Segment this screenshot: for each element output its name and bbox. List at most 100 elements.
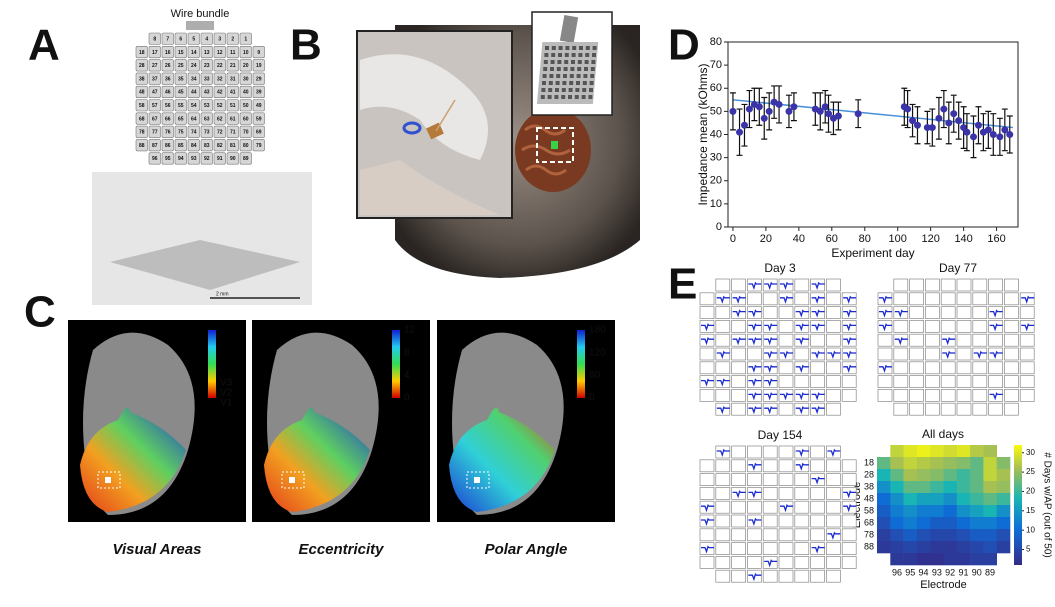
electrode-number: 22: [217, 63, 223, 69]
channel-box: [925, 292, 940, 306]
heatmap-cell: [996, 517, 1011, 530]
heatmap-cell: [877, 529, 891, 542]
channel-box: [699, 361, 715, 375]
inset-electrode: [584, 67, 588, 71]
electrode-cell: [239, 125, 252, 138]
electrode-number: 59: [256, 116, 262, 122]
data-point: [740, 121, 748, 129]
heatmap-cell: [996, 541, 1011, 554]
channel-box: [778, 333, 794, 347]
electrode-cell: [161, 45, 174, 59]
channel-box: [731, 389, 746, 402]
waveform: [748, 378, 762, 387]
panel-letter: C: [24, 288, 56, 337]
colorbar-label: # Days w/AP (out of 50): [1041, 452, 1052, 557]
heatmap-cell: [983, 457, 997, 470]
inset-electrode: [569, 74, 574, 78]
channel-box: [972, 402, 988, 416]
electrode-number: 19: [256, 63, 262, 69]
channel-box: [972, 292, 988, 306]
electrode-number: 50: [243, 103, 249, 109]
inset-electrode: [574, 95, 579, 99]
waveform: [942, 336, 956, 346]
heatmap-cell: [970, 505, 984, 518]
brain-map: 180 120 60 0: [437, 320, 615, 522]
y-tick-label: 80: [710, 36, 722, 48]
channel-box: [877, 375, 893, 388]
heatmap-cell: [956, 505, 971, 518]
heatmap-cell: [903, 469, 918, 482]
waveform: [1021, 323, 1035, 332]
heatmap-cell: [930, 529, 944, 542]
inset-electrode: [592, 53, 596, 57]
electrode-cell: [239, 152, 252, 165]
channel-box: [778, 445, 794, 459]
electrode-cell: [135, 139, 148, 152]
electrode-cell: [174, 99, 187, 112]
channel-box: [731, 542, 746, 555]
heatmap-cell: [943, 481, 958, 494]
waveform: [989, 309, 1003, 318]
y-tick-label: 20: [710, 175, 722, 187]
electrode-number: 42: [217, 90, 223, 96]
waveform: [748, 336, 762, 346]
heatmap-cell: [903, 481, 918, 494]
inset-electrode: [545, 46, 549, 50]
electrode-cell: [226, 112, 239, 125]
channel-box: [877, 389, 893, 402]
y-axis-label: Impedance mean (kOhms): [696, 63, 710, 205]
electrode-number: 18: [139, 50, 145, 56]
electrode-cell: [161, 152, 174, 165]
channel-box: [877, 347, 893, 361]
inset-electrode: [548, 88, 553, 92]
inset-electrode: [564, 60, 569, 64]
x-axis-label: Experiment day: [831, 246, 914, 260]
electrode-cell: [226, 45, 239, 59]
channel-box: [794, 278, 810, 292]
waveform: [795, 405, 809, 415]
channel-box: [909, 320, 924, 333]
heatmap-cell: [956, 493, 971, 506]
electrode-cell: [226, 99, 239, 112]
inset-electrode: [576, 81, 580, 85]
heatmap-cell: [956, 541, 971, 554]
heatmap-cell: [930, 541, 944, 554]
data-point: [736, 128, 744, 136]
electrode-number: 25: [178, 63, 184, 69]
electrode-number: 27: [152, 63, 158, 69]
heatmap-cell: [930, 505, 944, 518]
colorbar-tick-label: 15: [1026, 506, 1035, 515]
channel-box: [956, 361, 972, 375]
y-tick-label: 28: [864, 469, 874, 479]
heatmap-cell: [983, 505, 997, 518]
electrode-number: 71: [230, 130, 236, 136]
inset-electrode: [584, 60, 589, 64]
waveform: [843, 350, 857, 360]
waveform: [748, 392, 762, 401]
inset-electrode: [568, 88, 573, 92]
colorbar-tick: 120: [589, 347, 606, 358]
heatmap-cell: [983, 517, 997, 530]
channel-box: [794, 473, 810, 486]
waveform: [716, 378, 730, 387]
colorbar-tick-label: 20: [1026, 487, 1035, 496]
waveform: [827, 531, 841, 540]
x-tick-label: 40: [793, 233, 805, 245]
roi: [466, 471, 490, 489]
heatmap-cell: [930, 445, 944, 458]
waveform: [748, 490, 762, 499]
colorbar: [208, 330, 216, 398]
data-point: [996, 133, 1004, 141]
heatmap-cell: [996, 505, 1011, 518]
inset-electrode: [589, 88, 593, 92]
electrode-number: 49: [256, 103, 262, 109]
channel-box: [810, 500, 825, 514]
heatmap-cell: [943, 505, 958, 518]
channel-box: [762, 459, 778, 473]
electrode-cell: [161, 85, 174, 98]
heatmap-cell: [943, 541, 958, 554]
x-tick-label: 96: [892, 567, 902, 577]
channel-box: [762, 500, 778, 514]
heatmap-cell: [930, 553, 944, 566]
